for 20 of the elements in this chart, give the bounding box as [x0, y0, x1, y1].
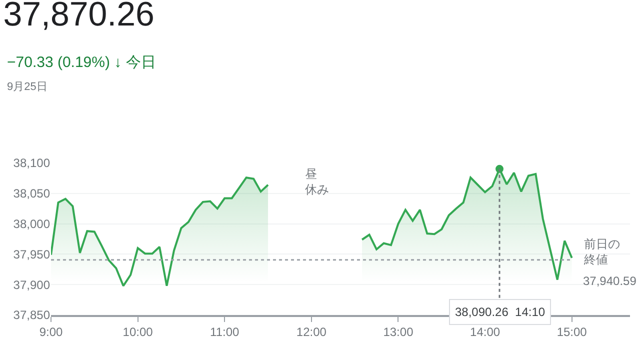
y-tick-label: 37,900: [13, 278, 50, 292]
y-tick-label: 38,050: [13, 186, 50, 201]
y-tick-label: 38,000: [13, 217, 50, 231]
x-tick-label: 14:00: [470, 325, 500, 340]
y-tick-label: 37,850: [13, 308, 50, 322]
annotation: 前日の終値: [583, 237, 620, 267]
annotation: 38,090.26 14:10: [455, 305, 546, 319]
annotation: 昼休み: [305, 167, 329, 197]
x-tick-label: 15:00: [556, 325, 588, 340]
y-tick-label: 37,950: [13, 247, 50, 262]
x-tick-label: 9:00: [39, 325, 63, 340]
text: 9月25日: [7, 81, 48, 93]
y-tick-label: 38,100: [13, 156, 50, 170]
x-tick-label: 10:00: [122, 325, 154, 340]
x-tick-label: 11:00: [210, 325, 240, 340]
x-tick-label: 12:00: [296, 325, 327, 340]
chart-subtitle: −70.33 (0.19%) ↓ 今日: [7, 54, 156, 71]
x-tick-label: 13:00: [383, 325, 414, 340]
chart-title: 37,870.26: [3, 0, 154, 34]
ref-line-label: 37,940.59: [583, 274, 637, 288]
